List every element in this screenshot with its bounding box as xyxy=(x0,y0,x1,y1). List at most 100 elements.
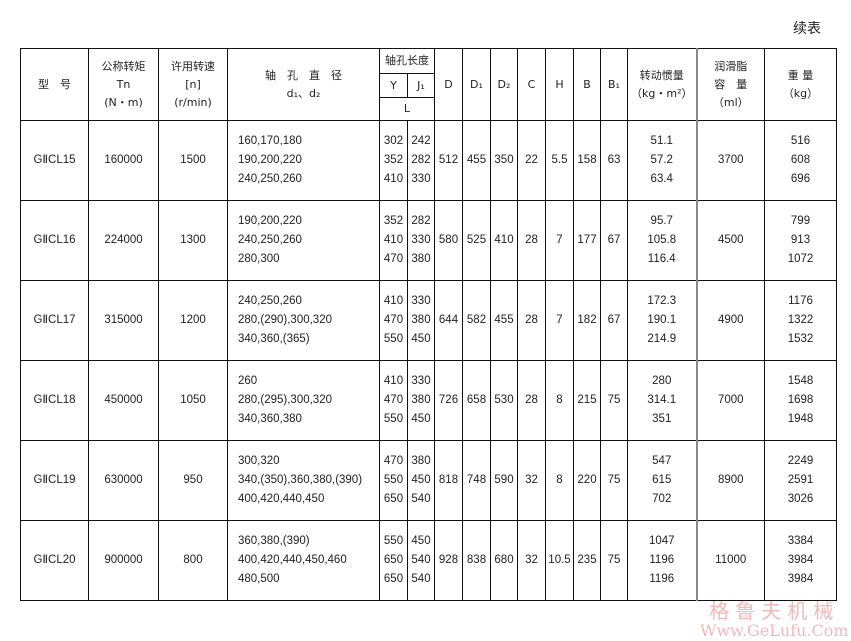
cell-torque: 160000 xyxy=(88,120,159,201)
cell-line: 2249 xyxy=(787,455,814,467)
cell-D: 580 xyxy=(434,200,463,281)
cell-weight: 2249 2591 3026 xyxy=(764,440,837,521)
header-grease: 润滑脂容 量 （ml） xyxy=(696,48,765,121)
cell-line: 1698 xyxy=(787,394,814,406)
cell-line: 380 xyxy=(411,253,431,265)
cell-H: 8 xyxy=(545,440,574,521)
cell-line: 380 xyxy=(411,455,431,467)
header-D1: D₁ xyxy=(462,48,491,121)
cell-B1: 67 xyxy=(600,280,628,361)
cell-line: 450 xyxy=(411,333,431,345)
cell-line: 540 xyxy=(411,493,431,505)
cell-line: 280,(295),300,320 xyxy=(238,394,332,406)
cell-D: 644 xyxy=(434,280,463,361)
header-text: [n] xyxy=(185,77,201,91)
cell-line: 2591 xyxy=(787,474,814,486)
cell-grease: 4900 xyxy=(696,280,765,361)
cell-line: 105.8 xyxy=(647,234,677,246)
cell-line: 1047 xyxy=(648,535,675,547)
header-text: 许用转速 xyxy=(171,59,215,73)
cell-line: 240,250,260 xyxy=(238,173,302,185)
cell-D: 928 xyxy=(434,520,463,601)
cell-y: 470 550 650 xyxy=(379,440,408,521)
cell-line: 1948 xyxy=(787,413,814,425)
cell-line: 116.4 xyxy=(647,253,676,265)
cell-line: 650 xyxy=(383,493,404,505)
cell-line: 410 xyxy=(383,295,404,307)
header-bore-diameter: 轴 孔 直 径 d₁、d₂ xyxy=(227,48,380,121)
cell-weight: 516 608 696 xyxy=(764,120,837,201)
cell-j1: 330 380 450 xyxy=(407,280,435,361)
cell-j1: 450 540 540 xyxy=(407,520,435,601)
cell-line: 3984 xyxy=(787,573,814,585)
table-row: GⅡCL16 224000 1300 190,200,220 240,250,260 28… xyxy=(20,200,837,281)
header-text: 润滑脂 xyxy=(714,59,748,73)
cell-B1: 75 xyxy=(600,360,628,441)
cell-line: 214.9 xyxy=(647,333,677,345)
cell-B: 215 xyxy=(573,360,601,441)
cell-line: 400,420,440,450 xyxy=(238,493,325,505)
cell-B1: 63 xyxy=(600,120,628,201)
cell-line: 330 xyxy=(411,173,431,185)
cell-line: 380 xyxy=(411,314,431,326)
cell-line: 799 xyxy=(790,215,811,227)
cell-line: 516 xyxy=(790,135,811,147)
cell-D1: 525 xyxy=(462,200,491,281)
cell-line: 400,420,440,450,460 xyxy=(238,554,347,566)
cell-line: 450 xyxy=(411,474,431,486)
cell-model: GⅡCL20 xyxy=(20,520,89,601)
cell-D1: 658 xyxy=(462,360,491,441)
cell-line: 470 xyxy=(383,394,404,406)
cell-H: 7 xyxy=(545,200,574,281)
cell-line: 95.7 xyxy=(650,215,673,227)
cell-H: 5.5 xyxy=(545,120,574,201)
cell-D1: 582 xyxy=(462,280,491,361)
cell-line: 340,360,(365) xyxy=(238,333,310,345)
cell-B1: 67 xyxy=(600,200,628,281)
coupling-spec-table: 型 号 公称转矩 Tn (N・m) 许用转速 [n] (r/min) 轴 孔 直 径 d₁… xyxy=(20,48,837,601)
cell-line: 1532 xyxy=(787,333,814,345)
cell-line: 240,250,260 xyxy=(238,295,302,307)
table-row: GⅡCL15 160000 1500 160,170,180 190,200,220 24… xyxy=(20,120,837,201)
cell-y: 352 410 470 xyxy=(379,200,408,281)
header-text: 公称转矩 xyxy=(101,59,146,73)
cell-line: 352 xyxy=(383,154,404,166)
cell-line: 190,200,220 xyxy=(238,154,302,166)
cell-line: 540 xyxy=(411,554,431,566)
cell-D: 512 xyxy=(434,120,463,201)
cell-line: 615 xyxy=(652,474,672,486)
cell-B1: 75 xyxy=(600,440,628,521)
header-Y: Y xyxy=(379,73,408,98)
cell-C: 22 xyxy=(517,120,546,201)
cell-speed: 950 xyxy=(158,440,228,521)
watermark-en: Www.GeLufu.Com xyxy=(700,621,849,640)
cell-weight: 1548 1698 1948 xyxy=(764,360,837,441)
cell-line: 3984 xyxy=(787,554,814,566)
cell-D2: 410 xyxy=(490,200,518,281)
header-D2: D₂ xyxy=(490,48,518,121)
header-text: 重 量 xyxy=(787,68,814,82)
cell-line: 913 xyxy=(790,234,811,246)
cell-B: 182 xyxy=(573,280,601,361)
cell-line: 51.1 xyxy=(650,135,673,147)
cell-bore: 190,200,220 240,250,260 280,300 xyxy=(227,200,380,281)
cell-C: 28 xyxy=(517,360,546,441)
cell-line: 470 xyxy=(383,455,404,467)
cell-inertia: 280 314.1 351 xyxy=(627,360,698,441)
cell-line: 314.1 xyxy=(647,394,677,406)
header-text: (r/min) xyxy=(174,95,212,109)
cell-grease: 8900 xyxy=(696,440,765,521)
cell-line: 3384 xyxy=(787,535,814,547)
cell-C: 28 xyxy=(517,200,546,281)
cell-B: 220 xyxy=(573,440,601,521)
cell-line: 282 xyxy=(411,215,431,227)
cell-line: 470 xyxy=(383,314,404,326)
header-H: H xyxy=(545,48,574,121)
cell-line: 63.4 xyxy=(650,173,673,185)
cell-line: 57.2 xyxy=(650,154,673,166)
header-model: 型 号 xyxy=(20,48,89,121)
header-C: C xyxy=(517,48,546,121)
cell-y: 550 650 650 xyxy=(379,520,408,601)
cell-line: 280 xyxy=(652,375,672,387)
cell-j1: 380 450 540 xyxy=(407,440,435,521)
